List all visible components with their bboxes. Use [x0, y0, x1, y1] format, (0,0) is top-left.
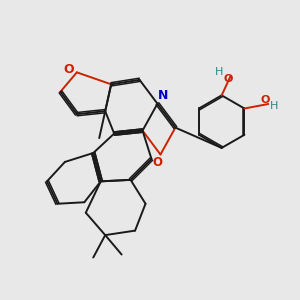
- Text: H: H: [269, 101, 278, 111]
- Text: O: O: [224, 74, 233, 84]
- Text: O: O: [152, 156, 163, 169]
- Text: O: O: [63, 64, 74, 76]
- Text: N: N: [158, 89, 168, 102]
- Text: H: H: [215, 67, 223, 77]
- Text: O: O: [261, 95, 270, 105]
